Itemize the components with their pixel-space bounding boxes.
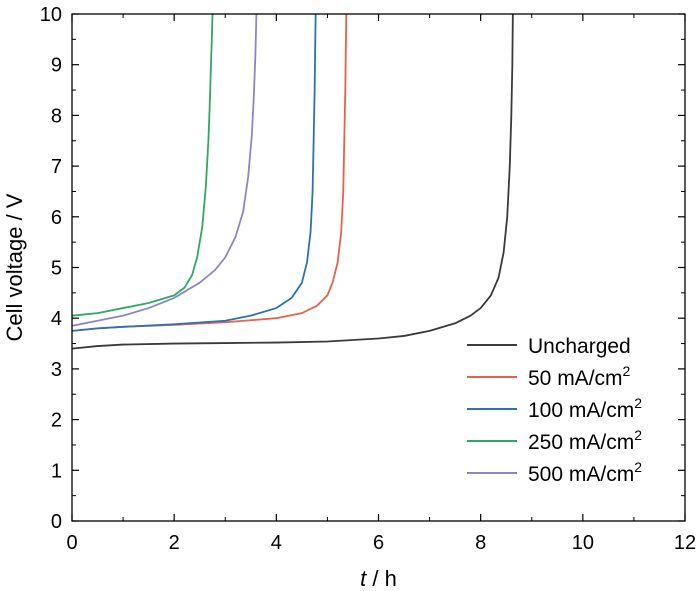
y-tick-label: 10 [40, 4, 62, 26]
y-tick-label: 3 [51, 359, 62, 381]
legend-label-text: 100 mA/cm [528, 399, 634, 422]
legend-label-text: Uncharged [528, 335, 631, 358]
legend-label-text: 250 mA/cm [528, 431, 634, 454]
legend-label-superscript: 2 [634, 395, 642, 411]
legend-label-superscript: 2 [623, 363, 631, 379]
legend-label-text: 500 mA/cm [528, 463, 634, 486]
legend-label-superscript: 2 [634, 459, 642, 475]
y-tick-label: 0 [51, 511, 62, 533]
series-line-1 [72, 14, 348, 332]
y-tick-label: 5 [51, 258, 62, 280]
x-axis-label: t / h [360, 566, 397, 591]
legend-label-superscript: 2 [634, 427, 642, 443]
series-line-3 [72, 14, 214, 317]
legend-label-1: 50 mA/cm2 [528, 363, 631, 390]
series-line-0 [72, 14, 514, 350]
y-tick-label: 7 [51, 156, 62, 178]
legend-label-4: 500 mA/cm2 [528, 459, 642, 486]
x-tick-label: 2 [169, 532, 180, 554]
y-axis-label: Cell voltage / V [2, 193, 27, 341]
x-tick-label: 6 [373, 532, 384, 554]
y-tick-label: 8 [51, 105, 62, 127]
legend-label-0: Uncharged [528, 335, 631, 358]
axis-ticks [71, 13, 686, 522]
x-axis-label-variable: t [360, 566, 367, 591]
x-tick-label: 10 [572, 532, 594, 554]
y-tick-label: 9 [51, 55, 62, 77]
y-tick-label: 4 [51, 308, 62, 330]
y-tick-label: 2 [51, 410, 62, 432]
x-axis-label-unit: / h [366, 566, 397, 591]
x-tick-label: 12 [674, 532, 696, 554]
series-lines [72, 14, 514, 350]
y-tick-label: 6 [51, 207, 62, 229]
series-line-4 [72, 14, 258, 327]
legend-label-3: 250 mA/cm2 [528, 427, 642, 454]
x-tick-label: 0 [66, 532, 77, 554]
legend-label-2: 100 mA/cm2 [528, 395, 642, 422]
y-tick-label: 1 [51, 460, 62, 482]
series-line-2 [72, 14, 317, 332]
x-tick-label: 4 [271, 532, 282, 554]
legend-label-text: 50 mA/cm [528, 367, 623, 390]
x-tick-label: 8 [475, 532, 486, 554]
